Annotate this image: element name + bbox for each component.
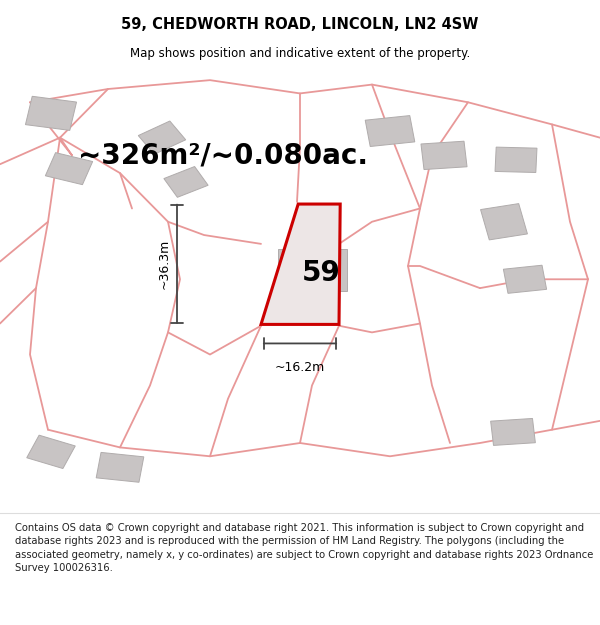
Polygon shape bbox=[481, 204, 527, 240]
Polygon shape bbox=[277, 249, 347, 291]
Polygon shape bbox=[96, 452, 144, 482]
Polygon shape bbox=[25, 96, 77, 131]
Polygon shape bbox=[495, 147, 537, 173]
Polygon shape bbox=[164, 166, 208, 198]
Polygon shape bbox=[503, 265, 547, 293]
Text: Map shows position and indicative extent of the property.: Map shows position and indicative extent… bbox=[130, 47, 470, 60]
Polygon shape bbox=[138, 121, 186, 154]
Polygon shape bbox=[365, 116, 415, 146]
Text: 59: 59 bbox=[302, 259, 340, 287]
Polygon shape bbox=[491, 419, 535, 446]
Polygon shape bbox=[421, 141, 467, 169]
Text: ~36.3m: ~36.3m bbox=[157, 239, 170, 289]
Polygon shape bbox=[261, 204, 340, 324]
Text: ~326m²/~0.080ac.: ~326m²/~0.080ac. bbox=[78, 141, 368, 169]
Polygon shape bbox=[27, 435, 75, 469]
Text: Contains OS data © Crown copyright and database right 2021. This information is : Contains OS data © Crown copyright and d… bbox=[15, 523, 593, 573]
Polygon shape bbox=[46, 152, 92, 184]
Text: 59, CHEDWORTH ROAD, LINCOLN, LN2 4SW: 59, CHEDWORTH ROAD, LINCOLN, LN2 4SW bbox=[121, 17, 479, 32]
Text: ~16.2m: ~16.2m bbox=[275, 361, 325, 374]
